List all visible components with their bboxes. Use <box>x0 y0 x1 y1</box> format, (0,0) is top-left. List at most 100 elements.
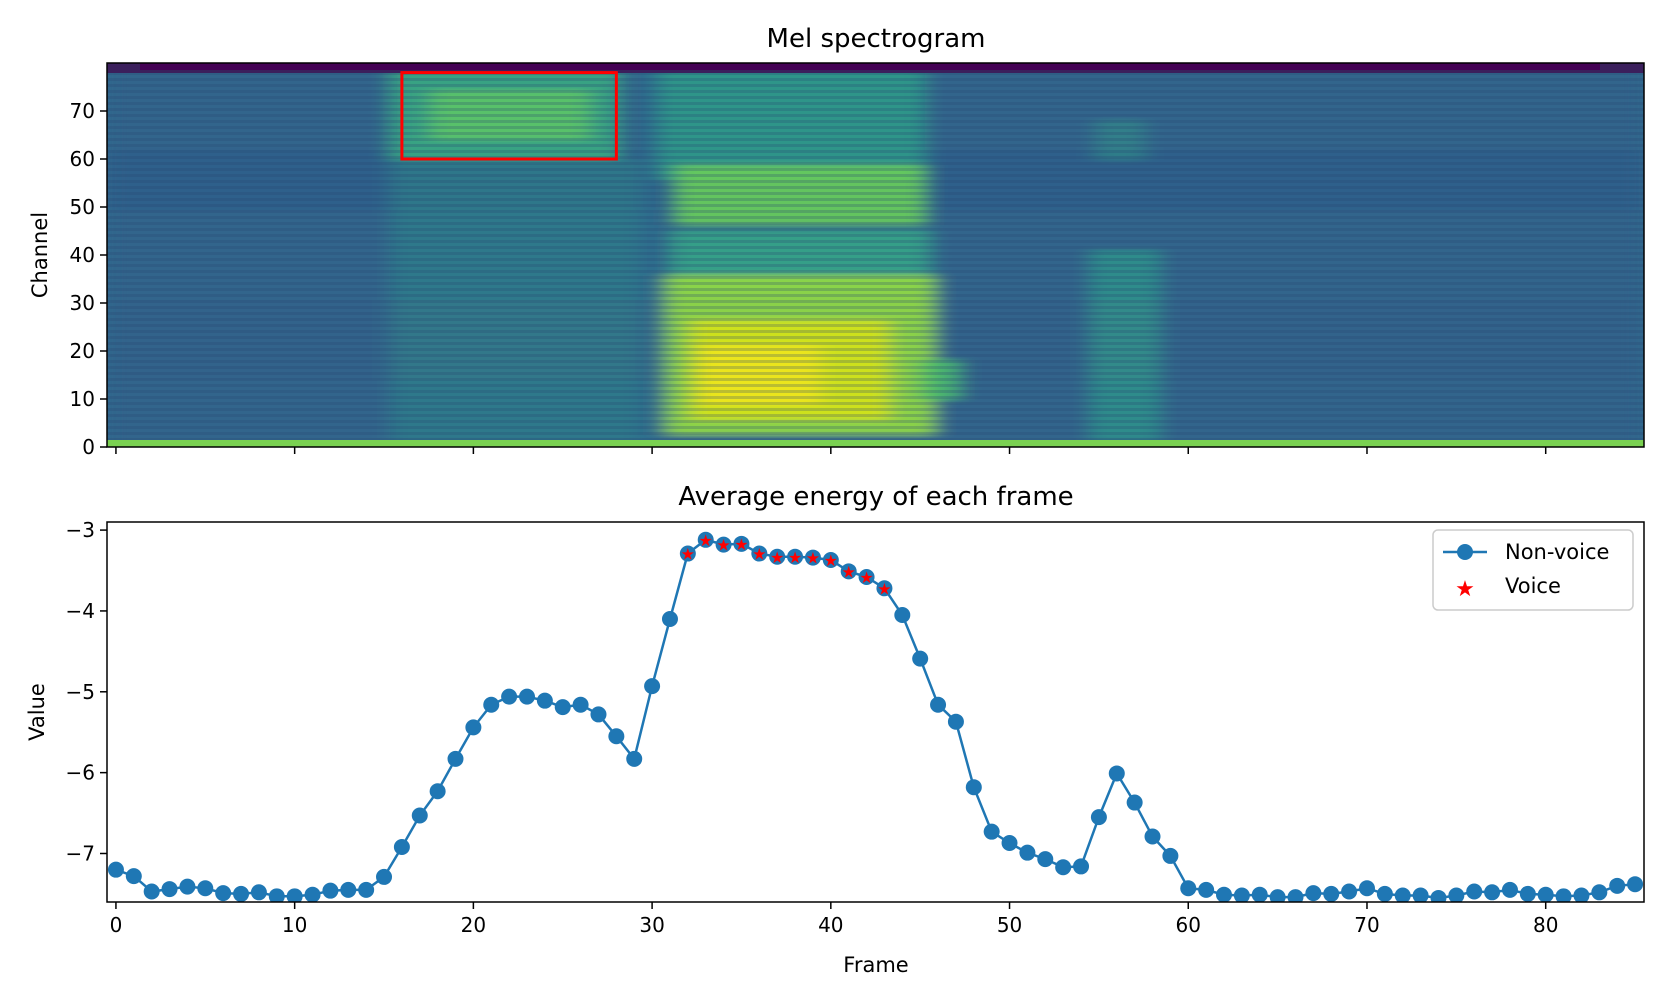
nonvoice-point <box>215 885 232 902</box>
nonvoice-point <box>1287 889 1304 902</box>
spectrogram-y-tick-label: 30 <box>70 291 95 315</box>
nonvoice-point <box>858 568 875 585</box>
nonvoice-point <box>679 545 696 562</box>
nonvoice-point <box>286 888 303 902</box>
legend-box <box>1432 529 1634 611</box>
spectrogram-heatmap <box>107 63 1644 447</box>
voice-point: ★ <box>842 562 856 581</box>
energy-y-tick-label: −7 <box>66 841 95 865</box>
nonvoice-point <box>554 699 571 716</box>
nonvoice-point <box>1019 844 1036 861</box>
nonvoice-point <box>1358 880 1375 897</box>
energy-x-tick-label: 60 <box>1176 913 1201 937</box>
nonvoice-point <box>751 545 768 562</box>
energy-x-tick-label: 0 <box>110 913 123 937</box>
energy-y-tick-label: −4 <box>66 599 95 623</box>
legend-voice-label: Voice <box>1505 574 1561 598</box>
nonvoice-point <box>1430 889 1447 902</box>
nonvoice-point <box>483 696 500 713</box>
voice-point: ★ <box>752 545 766 564</box>
nonvoice-point <box>1591 884 1608 901</box>
voice-point: ★ <box>681 545 695 564</box>
spectrogram-y-tick-label: 20 <box>70 339 95 363</box>
legend-voice-marker: ★ <box>1455 577 1475 602</box>
nonvoice-point <box>1555 888 1572 902</box>
nonvoice-point <box>358 881 375 898</box>
nonvoice-point <box>518 688 535 705</box>
spectrogram-y-tick-label: 60 <box>70 147 95 171</box>
voice-point: ★ <box>770 548 784 567</box>
energy-x-tick-label: 80 <box>1533 913 1558 937</box>
nonvoice-point <box>268 888 285 902</box>
legend: Non-voice ★ Voice <box>1432 529 1634 611</box>
spectrogram-panel: Mel spectrogram <box>28 24 1645 459</box>
nonvoice-point <box>393 839 410 856</box>
nonvoice-point <box>304 886 321 902</box>
nonvoice-point <box>1180 880 1197 897</box>
nonvoice-point <box>1144 828 1161 845</box>
nonvoice-point <box>1609 877 1626 894</box>
nonvoice-point <box>804 549 821 566</box>
nonvoice-point <box>1251 886 1268 902</box>
nonvoice-point <box>1573 887 1590 902</box>
nonvoice-point <box>644 678 661 695</box>
nonvoice-point <box>322 882 339 899</box>
nonvoice-point <box>894 606 911 623</box>
nonvoice-point <box>1341 883 1358 900</box>
energy-x-tick-label: 10 <box>282 913 307 937</box>
spectrogram-y-tick-label: 50 <box>70 195 95 219</box>
nonvoice-point <box>376 868 393 885</box>
nonvoice-point <box>1537 886 1554 902</box>
voice-point: ★ <box>824 551 838 570</box>
nonvoice-point <box>233 885 250 902</box>
nonvoice-point <box>465 719 482 736</box>
nonvoice-point <box>1305 885 1322 902</box>
voice-point: ★ <box>734 535 748 554</box>
spectrogram-y-ticks: 0 10 20 30 40 50 60 70 <box>70 99 107 459</box>
nonvoice-point <box>1269 889 1286 902</box>
nonvoice-point <box>107 861 124 878</box>
nonvoice-point <box>161 881 178 898</box>
nonvoice-point <box>447 750 464 767</box>
nonvoice-point <box>1448 887 1465 902</box>
nonvoice-point <box>1233 887 1250 902</box>
voice-point: ★ <box>859 568 873 587</box>
nonvoice-point <box>429 783 446 800</box>
spectrogram-y-tick-label: 10 <box>70 387 95 411</box>
energy-x-label: Frame <box>843 953 908 977</box>
spectrogram-y-tick-label: 70 <box>70 99 95 123</box>
nonvoice-point <box>1484 884 1501 901</box>
nonvoice-point <box>1519 885 1536 902</box>
nonvoice-point <box>1073 858 1090 875</box>
nonvoice-point <box>715 536 732 553</box>
spectrogram-y-tick-label: 40 <box>70 243 95 267</box>
energy-y-label: Value <box>25 683 49 741</box>
spectrogram-title: Mel spectrogram <box>767 24 986 54</box>
nonvoice-point <box>608 728 625 745</box>
nonvoice-point <box>1627 876 1644 893</box>
energy-y-tick-label: −6 <box>66 761 95 785</box>
spectrogram-y-tick-label: 0 <box>82 435 95 459</box>
nonvoice-point <box>733 535 750 552</box>
voice-point: ★ <box>699 531 713 550</box>
nonvoice-point <box>197 880 214 897</box>
nonvoice-point <box>787 548 804 565</box>
energy-series: ★★ ★ ★★ ★ ★ ★ ★★ ★★ <box>107 531 1644 902</box>
energy-y-tick-label: −3 <box>66 518 95 542</box>
nonvoice-point <box>1323 885 1340 902</box>
nonvoice-point <box>930 696 947 713</box>
nonvoice-point <box>590 706 607 723</box>
energy-x-tick-label: 30 <box>639 913 664 937</box>
voice-point: ★ <box>788 548 802 567</box>
nonvoice-point <box>965 779 982 796</box>
nonvoice-point <box>1126 794 1143 811</box>
nonvoice-point <box>1162 847 1179 864</box>
energy-plot-background <box>107 522 1644 902</box>
nonvoice-point <box>840 563 857 580</box>
energy-frame <box>106 521 1645 903</box>
energy-x-tick-label: 20 <box>461 913 486 937</box>
nonvoice-point <box>912 650 929 667</box>
nonvoice-point <box>143 883 160 900</box>
nonvoice-point <box>947 713 964 730</box>
